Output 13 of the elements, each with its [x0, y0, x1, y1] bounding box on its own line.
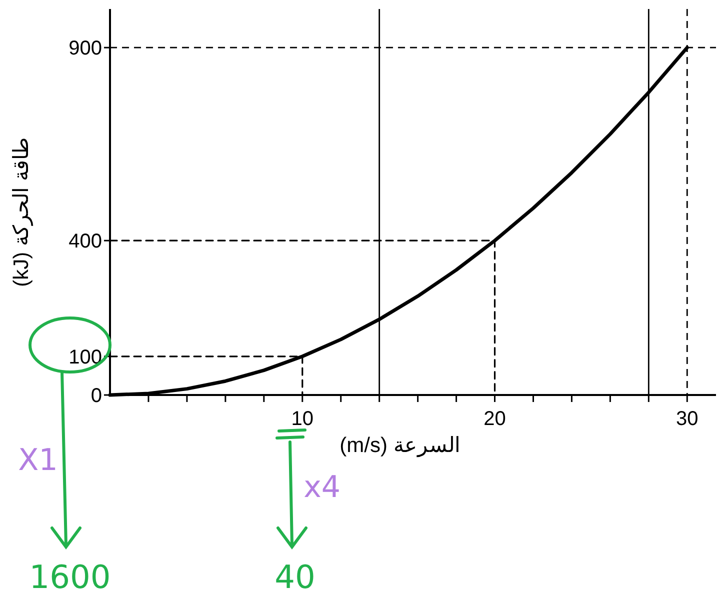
text: 1600: [29, 558, 111, 596]
x-tick-label: 30: [676, 408, 698, 430]
text: X1: [18, 443, 58, 478]
y-tick-label: 900: [68, 38, 102, 60]
text: x4: [304, 470, 340, 505]
x-axis-title: السرعة (m/s): [340, 434, 460, 458]
text: 40: [274, 558, 316, 596]
y-tick-label: 100: [68, 346, 102, 368]
x-tick-label: 10: [291, 408, 314, 430]
x-tick-label: 20: [484, 408, 506, 430]
y-tick-label: 400: [68, 230, 102, 253]
y-tick-label: 0: [90, 385, 102, 407]
y-axis-title: طاقة الحركة (kJ): [10, 137, 34, 287]
